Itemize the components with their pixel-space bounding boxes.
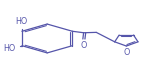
Text: O: O <box>123 48 130 57</box>
Text: O: O <box>80 41 87 50</box>
Text: HO: HO <box>15 17 27 26</box>
Text: HO: HO <box>3 44 15 53</box>
